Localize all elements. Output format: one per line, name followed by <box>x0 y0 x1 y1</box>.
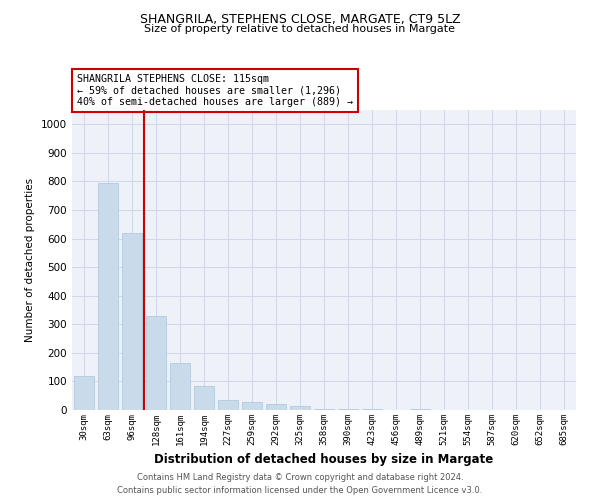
X-axis label: Distribution of detached houses by size in Margate: Distribution of detached houses by size … <box>154 454 494 466</box>
Bar <box>410 408 430 410</box>
Text: Contains HM Land Registry data © Crown copyright and database right 2024.
Contai: Contains HM Land Registry data © Crown c… <box>118 474 482 495</box>
Y-axis label: Number of detached properties: Number of detached properties <box>25 178 35 342</box>
Bar <box>218 400 238 410</box>
Bar <box>266 404 286 410</box>
Bar <box>146 316 166 410</box>
Bar <box>242 402 262 410</box>
Bar <box>98 183 118 410</box>
Bar <box>74 376 94 410</box>
Bar <box>170 363 190 410</box>
Bar <box>338 409 358 410</box>
Text: SHANGRILA, STEPHENS CLOSE, MARGATE, CT9 5LZ: SHANGRILA, STEPHENS CLOSE, MARGATE, CT9 … <box>140 12 460 26</box>
Bar <box>122 233 142 410</box>
Text: SHANGRILA STEPHENS CLOSE: 115sqm
← 59% of detached houses are smaller (1,296)
40: SHANGRILA STEPHENS CLOSE: 115sqm ← 59% o… <box>77 74 353 107</box>
Bar <box>362 408 382 410</box>
Bar <box>290 406 310 410</box>
Bar <box>194 386 214 410</box>
Text: Size of property relative to detached houses in Margate: Size of property relative to detached ho… <box>145 24 455 34</box>
Bar <box>314 408 334 410</box>
